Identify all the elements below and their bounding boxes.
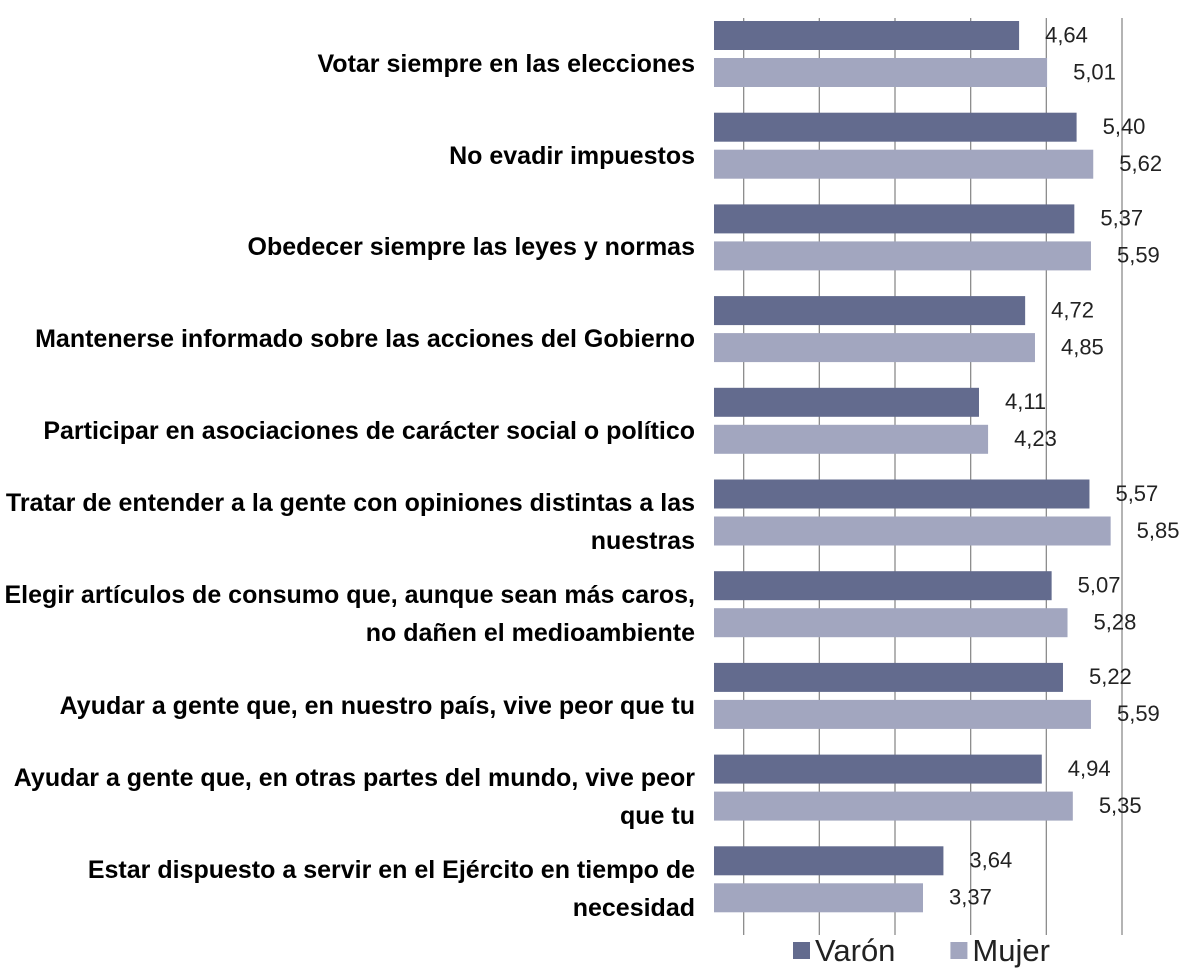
bar — [714, 296, 1026, 326]
value-label: 5,22 — [1089, 664, 1132, 689]
bar — [714, 149, 1094, 179]
bar — [714, 754, 1042, 784]
bar — [714, 791, 1073, 821]
bar — [714, 241, 1091, 271]
bar — [714, 516, 1111, 546]
category-label: Ayudar a gente que, en otras partes del … — [13, 764, 695, 831]
bar — [714, 662, 1063, 692]
category-label: Estar dispuesto a servir en el Ejército … — [87, 856, 695, 923]
value-label: 4,85 — [1061, 334, 1104, 359]
value-label: 5,35 — [1099, 793, 1142, 818]
category-label: Participar en asociaciones de carácter s… — [43, 416, 695, 445]
bar — [714, 58, 1048, 87]
value-label: 5,37 — [1100, 206, 1143, 231]
bar — [714, 424, 989, 454]
value-label: 4,94 — [1068, 756, 1111, 781]
bar — [714, 699, 1091, 729]
bar — [714, 571, 1052, 601]
bar — [714, 846, 944, 876]
legend-swatch — [950, 942, 968, 959]
bar — [714, 883, 923, 913]
value-label: 5,01 — [1073, 59, 1116, 84]
category-label: Obedecer siempre las leyes y normas — [247, 233, 695, 262]
legend-swatch — [793, 942, 810, 959]
bar — [714, 112, 1077, 142]
value-label: 5,07 — [1078, 573, 1121, 598]
category-label: Mantenerse informado sobre las acciones … — [35, 324, 695, 353]
value-label: 5,28 — [1094, 610, 1137, 635]
bar — [714, 479, 1090, 509]
legend-label: Varón — [815, 933, 895, 968]
value-label: 5,57 — [1115, 481, 1158, 506]
value-label: 4,72 — [1051, 297, 1094, 322]
bar — [714, 333, 1035, 363]
category-label: Votar siempre en las elecciones — [317, 49, 695, 78]
legend-label: Mujer — [972, 933, 1050, 968]
value-label: 4,64 — [1045, 22, 1088, 47]
bar — [714, 204, 1075, 234]
value-label: 5,59 — [1117, 243, 1160, 268]
value-label: 5,40 — [1103, 114, 1146, 139]
bar — [714, 387, 979, 417]
value-label: 5,85 — [1137, 518, 1180, 543]
category-label: Ayudar a gente que, en nuestro país, viv… — [59, 691, 695, 720]
category-label: Elegir artículos de consumo que, aunque … — [4, 581, 696, 648]
value-label: 4,23 — [1014, 426, 1057, 451]
value-label: 3,37 — [949, 885, 992, 910]
value-label: 5,59 — [1117, 701, 1160, 726]
bar — [714, 608, 1068, 638]
value-label: 3,64 — [969, 848, 1012, 873]
category-label: No evadir impuestos — [449, 141, 695, 170]
value-label: 5,62 — [1119, 151, 1162, 176]
category-label: Tratar de entender a la gente con opinio… — [5, 489, 695, 556]
bar — [714, 21, 1020, 50]
value-label: 4,11 — [1005, 389, 1046, 414]
